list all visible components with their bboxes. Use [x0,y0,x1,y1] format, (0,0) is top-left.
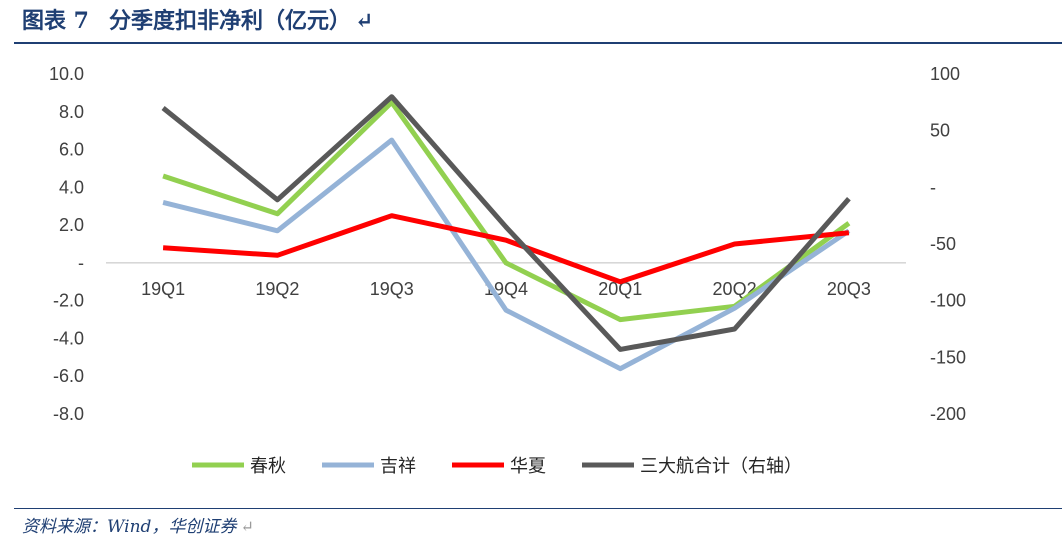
y-right-tick-label: -50 [930,234,956,254]
right-axis: 100 50 - -50 -100 -150 -200 [930,64,966,424]
legend: 春秋 吉祥 华夏 三大航合计（右轴） [192,456,802,477]
y-right-tick-label: -100 [930,291,966,311]
x-tick-label: 19Q1 [141,279,185,299]
x-tick-label: 20Q2 [713,279,757,299]
source-text: 资料来源：Wind，华创证券 [22,517,237,537]
x-tick-label: 20Q1 [598,279,642,299]
y-right-tick-label: 100 [930,64,960,84]
y-right-tick-label: -150 [930,347,966,367]
y-left-tick-label: 10.0 [49,64,84,84]
y-right-tick-label: 50 [930,121,950,141]
source-note: 资料来源：Wind，华创证券 ↵ [22,512,254,542]
legend-label: 华夏 [510,456,546,477]
x-axis: 19Q1 19Q2 19Q3 19Q4 20Q1 20Q2 20Q3 [141,279,871,299]
series-line-3 [161,94,851,352]
y-left-tick-label: - [78,253,84,273]
y-left-tick-label: -8.0 [53,404,84,424]
legend-label: 吉祥 [380,456,416,477]
x-tick-label: 19Q2 [255,279,299,299]
y-left-tick-label: 8.0 [59,102,84,122]
series-lines [161,94,851,372]
return-mark-icon: ↵ [354,8,374,34]
y-left-tick-label: 4.0 [59,177,84,197]
chart-title: 分季度扣非净利（亿元） [108,8,351,34]
return-mark-icon: ↵ [240,517,254,536]
legend-label: 春秋 [250,456,286,477]
y-left-tick-label: -2.0 [53,291,84,311]
y-left-tick-label: -6.0 [53,366,84,386]
y-right-tick-label: - [930,177,936,197]
figure-label: 图表 7 [22,8,89,34]
x-tick-label: 19Q3 [370,279,414,299]
series-line-2 [162,213,850,285]
x-tick-label: 20Q3 [827,279,871,299]
y-right-tick-label: -200 [930,404,966,424]
y-left-tick-label: 2.0 [59,215,84,235]
series-line-1 [162,137,851,372]
y-left-tick-label: 6.0 [59,140,84,160]
y-left-tick-label: -4.0 [53,328,84,348]
footer-rule [14,508,1062,509]
header-rule [14,42,1062,44]
left-axis: 10.0 8.0 6.0 4.0 2.0 - -2.0 -4.0 -6.0 -8.0 [49,64,84,424]
figure-title: 图表 7 分季度扣非净利（亿元） ↵ [22,4,1052,38]
legend-label: 三大航合计（右轴） [640,456,802,477]
